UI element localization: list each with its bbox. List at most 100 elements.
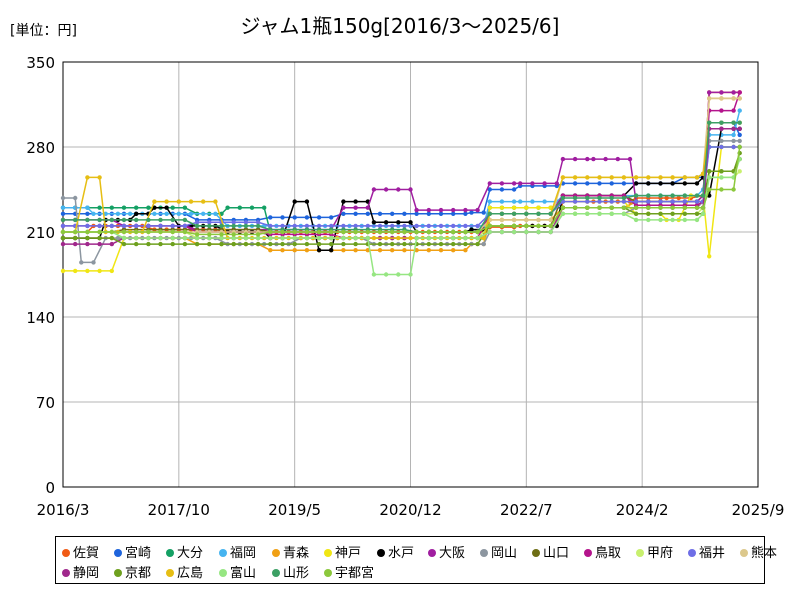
data-point: [499, 181, 505, 186]
legend-label: 宮崎: [125, 546, 152, 561]
data-point: [115, 211, 121, 216]
data-point: [609, 195, 614, 201]
data-point: [164, 199, 169, 204]
data-point: [469, 227, 474, 232]
data-point: [487, 199, 492, 204]
data-point: [213, 199, 218, 204]
data-point: [390, 223, 395, 229]
y-tick-label: 350: [26, 54, 55, 72]
series-鳥取: [60, 90, 742, 241]
series-line: [63, 146, 741, 236]
data-point: [499, 217, 505, 223]
data-point: [463, 207, 468, 213]
data-point: [408, 235, 413, 241]
data-point: [158, 223, 163, 229]
data-point: [201, 211, 206, 216]
data-point: [304, 241, 310, 247]
series-宮崎: [60, 120, 742, 223]
data-point: [475, 223, 480, 229]
data-point: [304, 235, 310, 241]
data-point: [170, 217, 175, 223]
data-point: [85, 211, 90, 216]
data-point: [304, 199, 310, 204]
legend-marker: [166, 568, 174, 577]
data-point: [292, 223, 297, 229]
data-point: [365, 229, 370, 235]
data-point: [414, 211, 419, 216]
data-point: [658, 193, 663, 198]
data-point: [463, 248, 468, 253]
data-point: [109, 235, 115, 241]
legend-marker: [428, 548, 436, 557]
data-point: [408, 187, 413, 192]
data-point: [597, 199, 602, 204]
data-point: [670, 211, 675, 216]
data-point: [572, 211, 578, 216]
data-point: [146, 235, 151, 241]
data-point: [731, 138, 736, 144]
data-point: [426, 241, 431, 247]
data-point: [426, 207, 431, 213]
data-point: [243, 235, 249, 241]
data-point: [146, 223, 151, 229]
data-point: [572, 181, 578, 186]
data-point: [158, 229, 163, 235]
data-point: [109, 268, 115, 274]
legend-item: 福岡: [219, 542, 256, 561]
data-point: [737, 120, 742, 125]
data-point: [530, 181, 535, 186]
data-point: [499, 205, 505, 210]
series-line: [63, 158, 741, 276]
data-point: [268, 215, 273, 220]
data-point: [633, 217, 639, 223]
data-point: [554, 181, 559, 186]
data-point: [97, 217, 102, 223]
data-point: [60, 205, 66, 210]
data-point: [548, 223, 553, 229]
legend-label: 広島: [177, 566, 204, 581]
data-point: [194, 223, 200, 229]
data-point: [694, 211, 700, 216]
data-point: [146, 205, 151, 210]
data-point: [134, 235, 139, 241]
data-point: [134, 241, 139, 247]
data-point: [85, 235, 90, 241]
data-point: [146, 217, 151, 223]
series-福岡: [60, 108, 742, 229]
data-point: [255, 235, 261, 241]
data-point: [658, 217, 663, 223]
data-point: [231, 232, 236, 237]
data-point: [85, 223, 90, 229]
data-point: [524, 229, 529, 235]
data-point: [731, 132, 736, 138]
data-point: [438, 223, 444, 229]
series-富山: [60, 156, 742, 277]
data-point: [115, 235, 121, 241]
data-point: [438, 248, 444, 253]
data-point: [499, 223, 505, 229]
data-point: [304, 215, 310, 220]
data-point: [426, 235, 431, 241]
data-point: [707, 169, 712, 174]
data-point: [646, 211, 651, 216]
data-point: [182, 205, 188, 210]
data-point: [408, 272, 413, 277]
plot-frame: [62, 61, 759, 488]
data-point: [158, 241, 163, 247]
legend-label: 水戸: [388, 546, 415, 561]
data-point: [572, 156, 578, 162]
data-point: [633, 181, 639, 186]
legend: 佐賀 宮崎 大分 福岡 青森 神戸 水戸 大阪 岡山 山口 鳥取 甲府 福井 熊本 静岡 京都 広島 富山 山形 宇都…: [55, 536, 777, 584]
data-point: [134, 217, 139, 223]
data-point: [451, 211, 456, 216]
data-point: [475, 229, 480, 235]
data-point: [280, 215, 285, 220]
data-point: [231, 241, 236, 247]
data-point: [97, 229, 102, 235]
data-point: [353, 248, 358, 253]
legend-marker: [532, 548, 540, 557]
data-point: [609, 199, 614, 204]
data-point: [737, 126, 742, 131]
data-point: [383, 187, 389, 192]
data-point: [353, 199, 358, 204]
